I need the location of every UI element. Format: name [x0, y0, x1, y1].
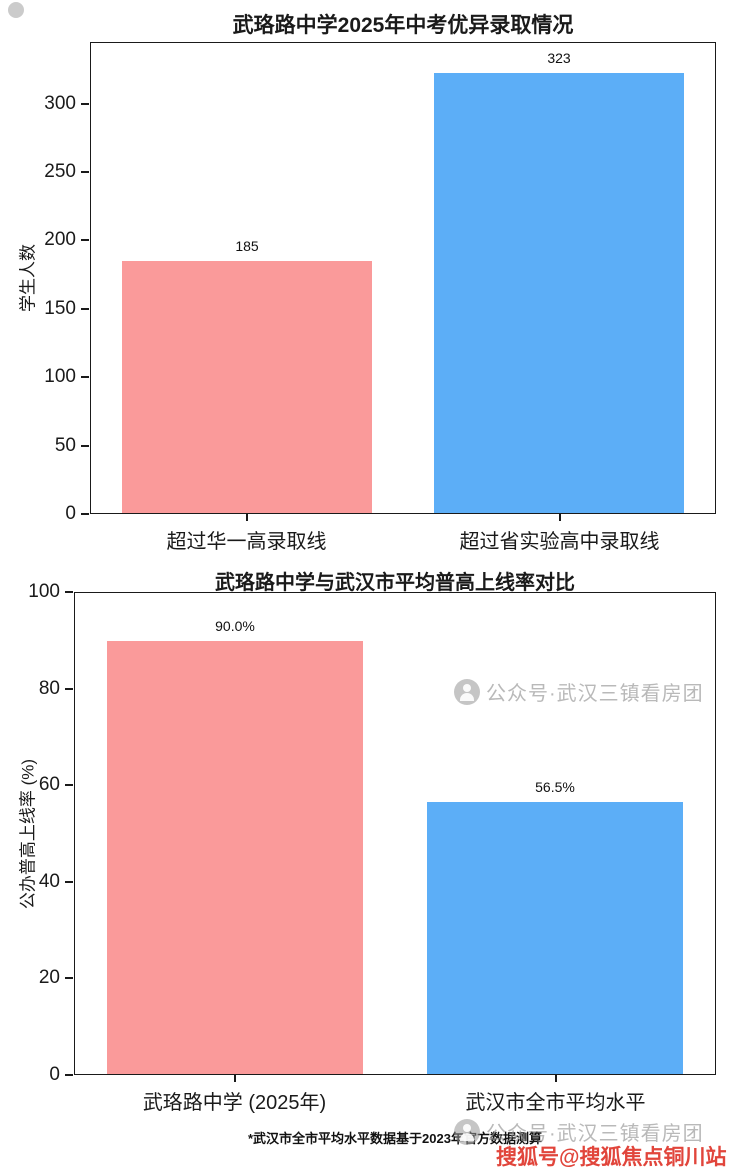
y-tick-mark	[81, 102, 89, 105]
y-tick-label: 0	[49, 1064, 60, 1085]
y-tick-mark	[65, 977, 73, 980]
plot-area: 185 323	[90, 42, 716, 514]
y-tick-mark	[65, 784, 73, 787]
bar-0: 90.0%	[107, 618, 363, 1074]
y-tick: 300	[44, 93, 89, 115]
y-tick: 150	[44, 298, 89, 320]
y-axis-ticks: 0 50 100 150 200 250 300	[0, 42, 90, 524]
x-tick-label: 超过省实验高中录取线	[403, 514, 716, 554]
y-tick-label: 100	[28, 581, 60, 602]
y-tick-mark	[65, 687, 73, 690]
y-tick: 60	[39, 774, 73, 796]
bar-slot: 90.0%	[75, 593, 395, 1074]
x-tick-label: 武珞路中学 (2025年)	[74, 1075, 395, 1115]
y-tick-mark	[65, 591, 73, 593]
y-tick: 0	[49, 1064, 73, 1086]
y-tick: 100	[44, 366, 89, 388]
data-source-footnote: *武汉市全市平均水平数据基于2023年官方数据测算	[248, 1131, 542, 1146]
x-axis-labels: 超过华一高录取线 超过省实验高中录取线	[90, 514, 716, 554]
bar-1: 323	[434, 50, 684, 513]
y-tick-mark	[81, 239, 89, 242]
y-tick-label: 0	[65, 503, 76, 524]
y-tick-mark	[81, 444, 89, 447]
y-tick: 40	[39, 871, 73, 893]
bar-slot: 323	[403, 43, 715, 513]
x-axis-labels: 武珞路中学 (2025年) 武汉市全市平均水平	[74, 1075, 716, 1115]
x-tick-label: 超过华一高录取线	[90, 514, 403, 554]
chart-title: 武珞路中学与武汉市平均普高上线率对比	[215, 572, 575, 594]
y-tick-label: 300	[44, 92, 76, 114]
y-tick-mark	[81, 376, 89, 379]
bar-value-label: 90.0%	[215, 618, 255, 635]
y-axis-ticks: 0 20 40 60 80 100	[0, 581, 74, 1085]
bar-slot: 56.5%	[395, 593, 715, 1074]
y-tick-label: 100	[44, 366, 76, 388]
plot-area: 90.0% 56.5%	[74, 592, 716, 1075]
y-tick-label: 200	[44, 229, 76, 251]
y-tick-mark	[81, 307, 89, 310]
y-tick-label: 80	[38, 677, 60, 699]
y-tick: 200	[44, 229, 89, 251]
y-tick-label: 40	[38, 870, 60, 892]
y-tick-mark	[65, 880, 73, 883]
y-tick-label: 250	[44, 160, 76, 182]
bar-value-label: 56.5%	[535, 779, 575, 796]
y-tick-mark	[81, 513, 89, 515]
y-tick: 20	[39, 967, 73, 989]
bar-value-label: 323	[547, 49, 571, 66]
bar-value-label: 185	[235, 237, 259, 254]
y-tick-label: 150	[44, 297, 76, 319]
y-tick: 250	[44, 161, 89, 183]
y-tick-mark	[65, 1074, 73, 1076]
bar-0: 185	[122, 238, 372, 513]
y-tick: 50	[55, 435, 89, 457]
chart-title: 武珞路中学2025年中考优异录取情况	[232, 14, 574, 37]
bar-slot: 185	[91, 43, 403, 513]
y-tick-label: 20	[38, 967, 60, 989]
x-tick-label: 武汉市全市平均水平	[395, 1075, 716, 1115]
y-tick: 100	[28, 581, 73, 603]
y-tick-mark	[81, 170, 89, 173]
y-tick-label: 60	[38, 774, 60, 796]
watermark-fragment-icon	[8, 2, 24, 18]
y-tick: 0	[65, 503, 89, 525]
bar-1: 56.5%	[427, 779, 683, 1074]
y-tick: 80	[39, 678, 73, 700]
y-tick-label: 50	[54, 434, 76, 456]
